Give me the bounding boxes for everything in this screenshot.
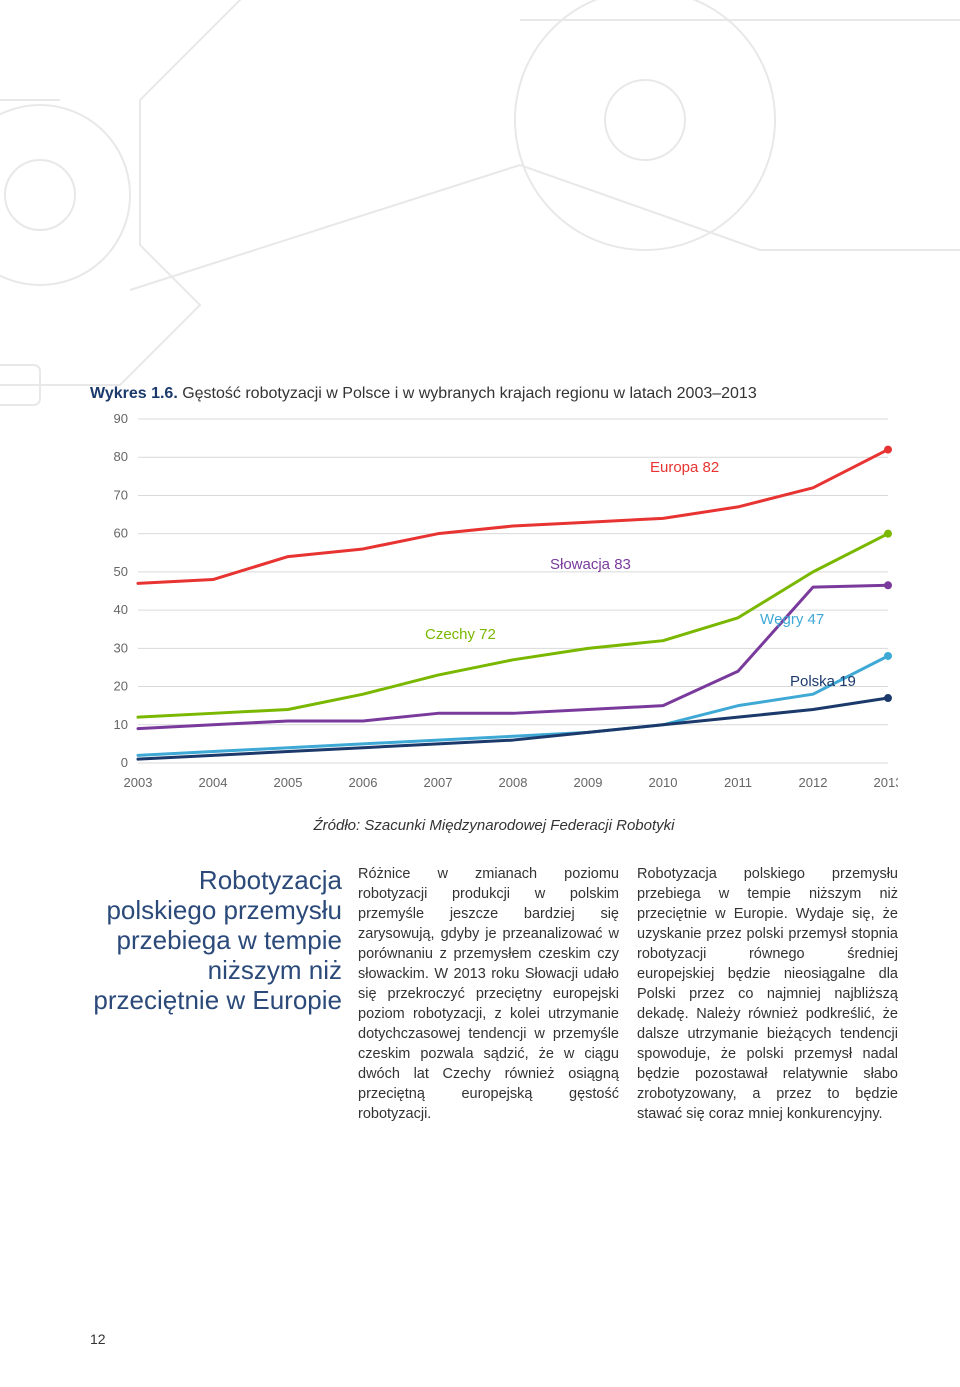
svg-text:2007: 2007 bbox=[424, 775, 453, 790]
body-text: Różnice w zmianach poziomu robotyzacji p… bbox=[358, 864, 898, 1124]
svg-text:2006: 2006 bbox=[349, 775, 378, 790]
svg-text:2005: 2005 bbox=[274, 775, 303, 790]
svg-text:90: 90 bbox=[114, 411, 128, 426]
svg-text:30: 30 bbox=[114, 640, 128, 655]
svg-text:0: 0 bbox=[121, 755, 128, 770]
page-number: 12 bbox=[90, 1331, 106, 1347]
svg-text:2004: 2004 bbox=[199, 775, 228, 790]
svg-text:2012: 2012 bbox=[799, 775, 828, 790]
svg-text:2009: 2009 bbox=[574, 775, 603, 790]
svg-text:Europa 82: Europa 82 bbox=[650, 459, 719, 476]
svg-text:80: 80 bbox=[114, 449, 128, 464]
svg-text:2010: 2010 bbox=[649, 775, 678, 790]
svg-text:2003: 2003 bbox=[124, 775, 153, 790]
svg-text:40: 40 bbox=[114, 602, 128, 617]
pullquote: Robotyzacja polskiego przemysłu przebieg… bbox=[90, 864, 342, 1124]
svg-text:Słowacja 83: Słowacja 83 bbox=[550, 556, 631, 573]
svg-text:70: 70 bbox=[114, 487, 128, 502]
svg-text:20: 20 bbox=[114, 679, 128, 694]
svg-text:Czechy 72: Czechy 72 bbox=[425, 626, 496, 643]
svg-text:50: 50 bbox=[114, 564, 128, 579]
svg-text:60: 60 bbox=[114, 526, 128, 541]
svg-text:Węgry 47: Węgry 47 bbox=[760, 611, 824, 628]
svg-text:2013: 2013 bbox=[874, 775, 898, 790]
line-chart: 0 10 20 30 40 50 60 70 80 90 2003 2004 2005 2006 2007 2… bbox=[90, 409, 898, 799]
chart-title-rest: Gęstość robotyzacji w Polsce i w wybrany… bbox=[178, 385, 757, 402]
svg-text:Polska 19: Polska 19 bbox=[790, 673, 856, 690]
chart-title-prefix: Wykres 1.6. bbox=[90, 385, 178, 402]
background-decoration bbox=[0, 0, 960, 410]
chart-source: Źródło: Szacunki Międzynarodowej Federac… bbox=[90, 817, 898, 834]
svg-text:2011: 2011 bbox=[724, 775, 752, 790]
chart-title: Wykres 1.6. Gęstość robotyzacji w Polsce… bbox=[90, 385, 898, 403]
svg-text:10: 10 bbox=[114, 717, 128, 732]
svg-text:2008: 2008 bbox=[499, 775, 528, 790]
